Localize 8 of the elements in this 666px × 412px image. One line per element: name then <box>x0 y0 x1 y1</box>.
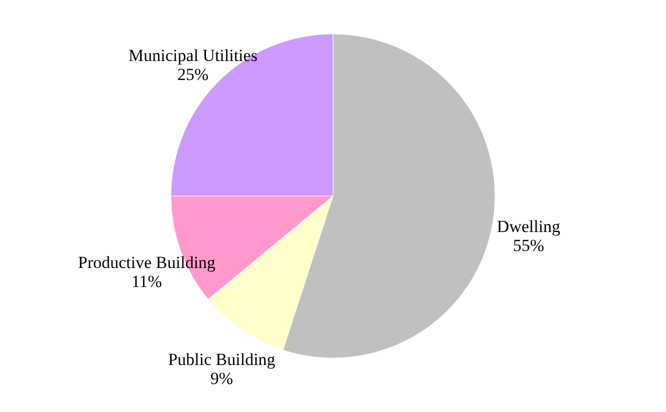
data-label: 9% <box>210 368 234 388</box>
slice-label: Public Building <box>168 350 276 369</box>
data-label: 55% <box>512 236 544 255</box>
data-label: 25% <box>177 64 209 84</box>
slice-label: Dwelling <box>496 216 561 236</box>
data-label: 11% <box>131 272 162 292</box>
slice-label: Municipal Utilities <box>128 46 258 65</box>
slice-label: Productive Building <box>78 253 216 272</box>
